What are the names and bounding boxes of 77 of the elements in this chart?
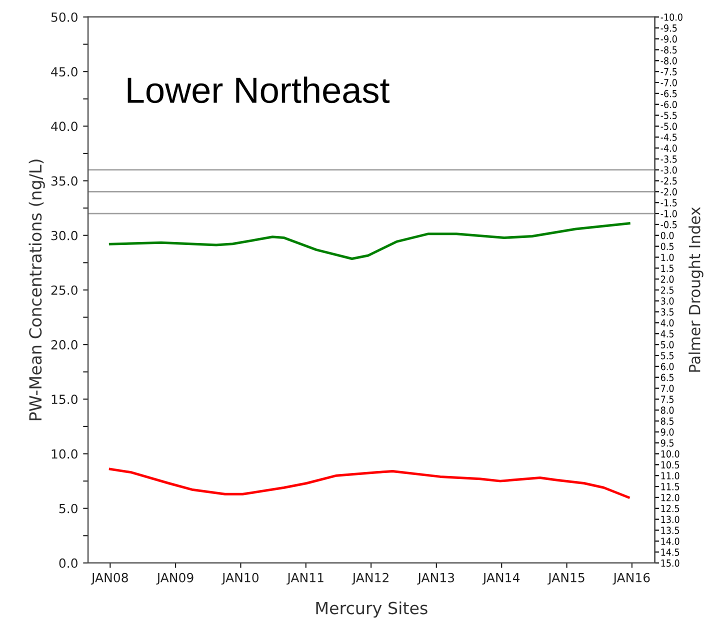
x-tick-label: JAN09	[156, 572, 194, 585]
y2-tick-label: 12.5	[661, 504, 680, 512]
y-tick-label: 45.0	[51, 67, 78, 77]
y2-tick-label: 0.5	[660, 242, 674, 250]
y2-tick-label: -8.0	[660, 57, 677, 64]
x-tick-label: JAN13	[417, 572, 454, 585]
y2-tick-label: 3.5	[661, 308, 674, 316]
y2-tick-label: 8.0	[660, 406, 674, 414]
x-tick-label: JAN15	[547, 573, 584, 585]
y2-tick-label: -1.0	[660, 210, 677, 218]
y2-tick-label: 10.0	[661, 450, 680, 458]
x-tick-label: JAN08	[90, 572, 128, 585]
y-tick-label: 40.0	[51, 122, 78, 132]
y2-tick-label: 13.5	[661, 526, 680, 534]
y2-tick-label: 7.5	[661, 396, 674, 403]
y-tick-label: 30.0	[51, 230, 78, 240]
y2-tick-label: 11.5	[661, 483, 680, 490]
y2-tick-label: -7.0	[660, 78, 677, 86]
y2-tick-label: -3.5	[660, 155, 677, 163]
line-series	[108, 222, 630, 260]
y-tick-label: 20.0	[51, 340, 78, 350]
y2-tick-label: 14.5	[661, 548, 680, 556]
y2-tick-label: -5.5	[660, 112, 677, 120]
y2-tick-label: 1.5	[661, 264, 674, 272]
line-series	[108, 468, 630, 499]
y2-tick-label: -5.0	[660, 122, 677, 130]
y2-tick-label: 6.5	[660, 374, 674, 382]
y2-tick-label: 13.0	[661, 516, 680, 524]
y2-tick-label: -1.5	[660, 199, 677, 206]
y-tick-label: 10.0	[52, 449, 78, 459]
y2-tick-label: -2.0	[660, 188, 677, 196]
y2-tick-label: -3.0	[660, 166, 677, 174]
y2-tick-label: 4.5	[660, 330, 674, 338]
y-tick-label: 0.0	[59, 558, 78, 568]
y2-tick-label: 7.0	[661, 384, 674, 392]
y2-tick-label: 4.0	[660, 319, 674, 327]
y2-tick-label: 5.5	[661, 352, 674, 360]
x-tick-label: JAN16	[612, 572, 650, 585]
y2-tick-label: 2.0	[661, 276, 674, 283]
y2-tick-label: -9.5	[660, 24, 677, 32]
y2-tick-label: -4.0	[660, 144, 677, 152]
y-tick-label: 50.0	[51, 12, 78, 22]
y2-tick-label: -7.5	[660, 68, 677, 76]
y-axis-title: PW-Mean Concentrations (ng/L)	[28, 160, 45, 420]
y2-tick-label: -8.5	[660, 46, 677, 54]
y2-tick-label: 6.0	[660, 362, 674, 370]
y2-tick-label: -2.5	[660, 177, 677, 185]
y2-tick-label: 0.0	[660, 232, 674, 240]
y-tick-label: 15.0	[52, 394, 78, 404]
annotation: Lower Northeast	[128, 76, 390, 104]
x-axis-title: Mercury Sites	[316, 601, 428, 618]
y2-tick-label: -9.0	[660, 35, 677, 43]
y-tick-label: 35.0	[51, 176, 78, 186]
y2-tick-label: 14.0	[661, 538, 680, 545]
y2-tick-label: -6.5	[660, 90, 677, 98]
x-tick-label: JAN12	[352, 572, 388, 585]
y2-tick-label: -0.5	[660, 220, 677, 228]
x-tick-label: JAN11	[286, 573, 324, 585]
y2-tick-label: 5.0	[661, 341, 674, 348]
x-tick-label: JAN10	[221, 572, 259, 585]
y2-tick-label: 2.5	[661, 286, 674, 294]
y2-tick-label: 9.0	[660, 428, 674, 436]
y2-tick-label: 12.0	[661, 494, 680, 502]
y-tick-label: 5.0	[59, 504, 78, 514]
y2-tick-label: 1.0	[661, 254, 674, 262]
y2-axis-title: Palmer Drought Index	[688, 207, 704, 372]
y2-tick-label: -10.0	[660, 13, 682, 21]
y2-tick-label: 3.0	[661, 297, 674, 305]
y2-tick-label: 9.5	[660, 439, 674, 447]
y-tick-label: 25.0	[51, 285, 78, 295]
y2-tick-label: -6.0	[660, 100, 677, 108]
y2-tick-label: 10.5	[661, 461, 680, 469]
x-tick-label: JAN14	[482, 573, 520, 585]
y2-tick-label: 15.0	[661, 559, 680, 567]
y2-tick-label: 8.5	[660, 417, 674, 425]
y2-tick-label: -4.5	[660, 134, 677, 141]
y2-tick-label: 11.0	[661, 472, 680, 480]
